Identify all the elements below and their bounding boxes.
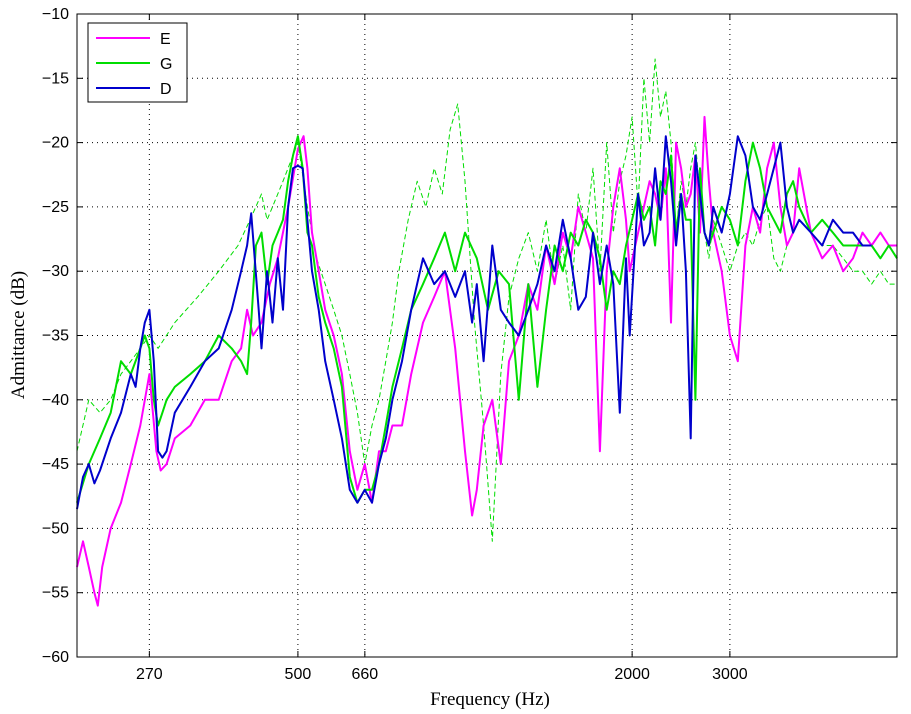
y-tick-label: −20 xyxy=(42,135,69,152)
x-tick-label: 270 xyxy=(136,666,163,683)
y-tick-label: −15 xyxy=(42,70,69,87)
y-tick-label: −10 xyxy=(42,6,69,23)
x-tick-label: 2000 xyxy=(614,666,650,683)
x-tick-label: 660 xyxy=(351,666,378,683)
series-group xyxy=(76,58,898,607)
y-axis-title: Admittance (dB) xyxy=(8,271,29,399)
ticks: −60 −55 −50 −45 −40 −35 −30 −25 −20 −15 −10 270 500 6… xyxy=(42,6,897,683)
legend: E G D xyxy=(87,22,188,103)
y-tick-label: −35 xyxy=(42,328,69,345)
series-line-d xyxy=(76,135,872,510)
series-line-g xyxy=(76,135,898,504)
y-tick-label: −55 xyxy=(42,585,69,602)
legend-label-g: G xyxy=(160,56,172,73)
y-tick-label: −50 xyxy=(42,520,69,537)
grid xyxy=(77,14,897,657)
y-tick-label: −60 xyxy=(42,649,69,666)
x-tick-label: 500 xyxy=(285,666,312,683)
x-tick-label: 3000 xyxy=(712,666,748,683)
legend-label-d: D xyxy=(160,81,172,98)
x-axis-title: Frequency (Hz) xyxy=(430,689,550,710)
y-tick-label: −30 xyxy=(42,263,69,280)
y-tick-label: −40 xyxy=(42,392,69,409)
y-tick-label: −45 xyxy=(42,456,69,473)
legend-label-e: E xyxy=(160,31,171,48)
y-tick-label: −25 xyxy=(42,199,69,216)
series-line-g-dashed xyxy=(76,58,897,542)
